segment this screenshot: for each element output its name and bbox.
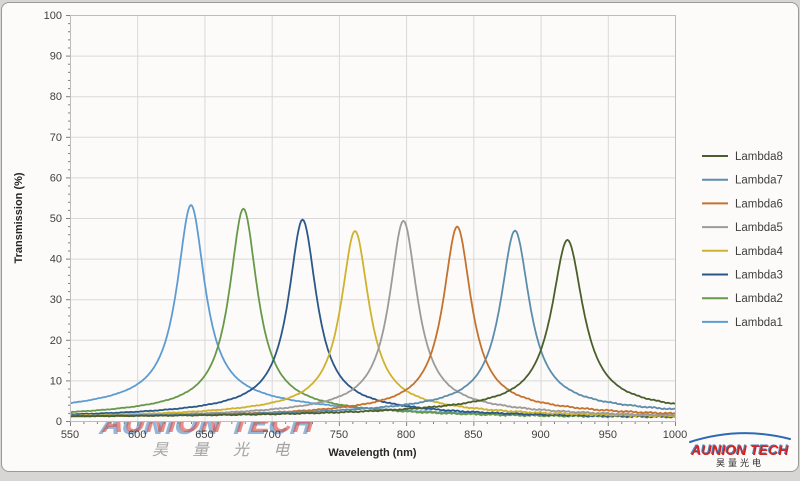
- y-axis-title: Transmission (%): [13, 172, 25, 263]
- series-curves: [69, 204, 676, 419]
- logo-swoosh-icon: [689, 432, 791, 443]
- x-axis-title: Wavelength (nm): [328, 447, 417, 459]
- legend-label-lambda2: Lambda2: [735, 293, 783, 305]
- plot-border: [70, 15, 676, 422]
- svg-text:100: 100: [44, 10, 62, 22]
- gridlines: [70, 15, 676, 422]
- svg-text:60: 60: [50, 172, 62, 184]
- svg-text:750: 750: [330, 429, 348, 441]
- svg-text:1000: 1000: [663, 429, 687, 441]
- svg-text:40: 40: [50, 254, 62, 266]
- legend-item-lambda8: Lambda8: [702, 151, 783, 163]
- svg-text:800: 800: [397, 429, 415, 441]
- series-curve-lambda3: [69, 218, 676, 419]
- svg-text:50: 50: [50, 213, 62, 225]
- series-curve-lambda8: [70, 238, 676, 418]
- legend-label-lambda6: Lambda6: [735, 198, 783, 210]
- legend-label-lambda3: Lambda3: [735, 270, 783, 282]
- legend-label-lambda7: Lambda7: [735, 175, 783, 187]
- svg-text:80: 80: [50, 91, 62, 103]
- legend: Lambda8 Lambda7 Lambda6 Lambda5 Lambda4 Lambd…: [702, 151, 784, 329]
- logo-brand-text: AUNION TECH: [691, 442, 789, 458]
- legend-label-lambda1: Lambda1: [735, 317, 783, 329]
- svg-text:550: 550: [61, 429, 79, 441]
- svg-text:0: 0: [56, 416, 62, 428]
- svg-text:600: 600: [128, 429, 146, 441]
- svg-text:70: 70: [50, 132, 62, 144]
- svg-text:700: 700: [262, 429, 280, 441]
- logo-brand-chinese: 昊量光电: [715, 457, 764, 468]
- y-tick-labels: 0 10 20 30 40 50 60 70 80 90 100: [44, 10, 62, 428]
- legend-item-lambda1: Lambda1: [702, 317, 783, 329]
- legend-item-lambda5: Lambda5: [702, 222, 783, 234]
- legend-label-lambda8: Lambda8: [735, 151, 783, 163]
- x-tick-labels: 550 600 650 700 750 800 850 900 950 1000: [61, 429, 687, 441]
- svg-text:30: 30: [50, 294, 62, 306]
- legend-item-lambda4: Lambda4: [702, 246, 784, 258]
- watermark-brand-chinese: 昊 量 光 电: [152, 442, 300, 459]
- svg-text:20: 20: [50, 335, 62, 347]
- legend-item-lambda6: Lambda6: [702, 198, 783, 210]
- svg-text:950: 950: [599, 429, 617, 441]
- svg-text:90: 90: [50, 51, 62, 63]
- legend-item-lambda3: Lambda3: [702, 270, 783, 282]
- legend-item-lambda7: Lambda7: [702, 175, 783, 187]
- svg-text:900: 900: [531, 429, 549, 441]
- legend-label-lambda5: Lambda5: [735, 222, 783, 234]
- legend-item-lambda2: Lambda2: [702, 293, 783, 305]
- legend-label-lambda4: Lambda4: [735, 246, 784, 258]
- svg-text:10: 10: [50, 375, 62, 387]
- svg-text:850: 850: [464, 429, 482, 441]
- series-curve-lambda4: [69, 230, 676, 418]
- vendor-logo: AUNION TECH 昊量光电: [684, 431, 796, 468]
- svg-text:650: 650: [195, 429, 213, 441]
